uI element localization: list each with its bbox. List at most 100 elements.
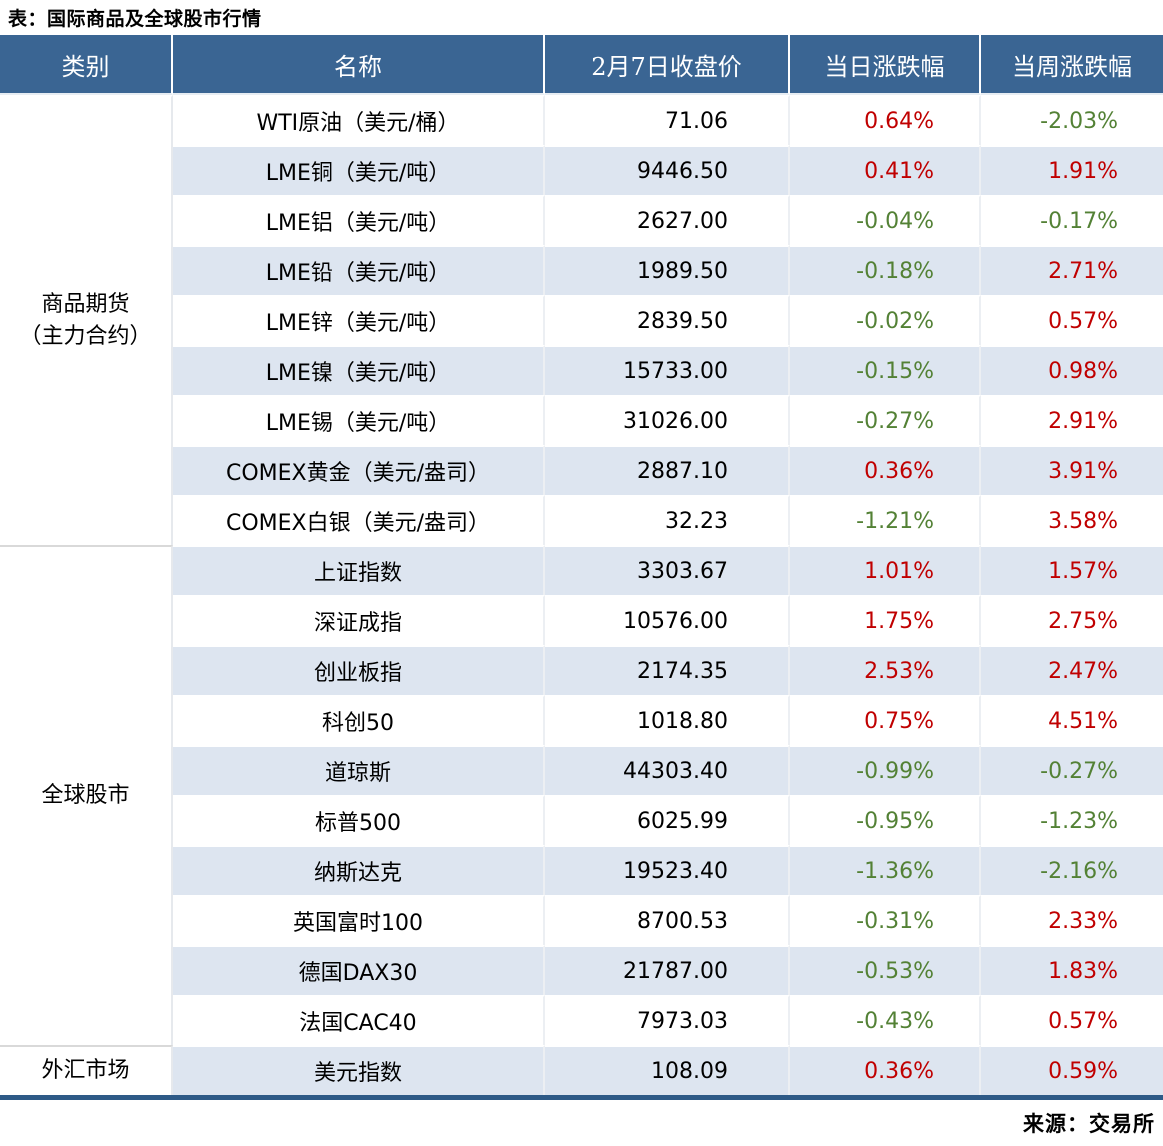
close-price-cell: 31026.00	[545, 395, 790, 445]
table-row: COMEX白银（美元/盎司） 32.23 -1.21% 3.58%	[0, 495, 1163, 545]
close-price-cell: 7973.03	[545, 995, 790, 1045]
name-cell: 上证指数	[173, 545, 545, 595]
close-price-cell: 2174.35	[545, 645, 790, 695]
table-row: LME铜（美元/吨） 9446.50 0.41% 1.91%	[0, 145, 1163, 195]
week-change-cell: 0.57%	[981, 295, 1163, 345]
table-row: 纳斯达克 19523.40 -1.36% -2.16%	[0, 845, 1163, 895]
name-cell: LME锌（美元/吨）	[173, 295, 545, 345]
close-price-cell: 9446.50	[545, 145, 790, 195]
week-change-cell: 2.71%	[981, 245, 1163, 295]
close-price-cell: 1018.80	[545, 695, 790, 745]
column-header-day-change: 当日涨跌幅	[790, 35, 981, 95]
week-change-cell: -0.17%	[981, 195, 1163, 245]
close-price-cell: 15733.00	[545, 345, 790, 395]
table-row: 商品期货 （主力合约） WTI原油（美元/桶） 71.06 0.64% -2.03%	[0, 95, 1163, 545]
week-change-cell: -2.16%	[981, 845, 1163, 895]
close-price-cell: 2839.50	[545, 295, 790, 345]
day-change-cell: 0.36%	[790, 1045, 981, 1095]
table-row: 法国CAC40 7973.03 -0.43% 0.57%	[0, 995, 1163, 1045]
name-cell: 德国DAX30	[173, 945, 545, 995]
close-price-cell: 8700.53	[545, 895, 790, 945]
table-header: 类别 名称 2月7日收盘价 当日涨跌幅 当周涨跌幅	[0, 35, 1163, 95]
day-change-cell: -0.99%	[790, 745, 981, 795]
table-row: COMEX黄金（美元/盎司） 2887.10 0.36% 3.91%	[0, 445, 1163, 495]
name-cell: COMEX黄金（美元/盎司）	[173, 445, 545, 495]
category-cell: 外汇市场	[0, 1045, 173, 1095]
table-row: 创业板指 2174.35 2.53% 2.47%	[0, 645, 1163, 695]
week-change-cell: 1.57%	[981, 545, 1163, 595]
table-row: 道琼斯 44303.40 -0.99% -0.27%	[0, 745, 1163, 795]
day-change-cell: -0.02%	[790, 295, 981, 345]
table-row: 全球股市 上证指数 3303.67 1.01% 1.57%	[0, 545, 1163, 1045]
close-price-cell: 2887.10	[545, 445, 790, 495]
day-change-cell: -0.27%	[790, 395, 981, 445]
table-row: 标普500 6025.99 -0.95% -1.23%	[0, 795, 1163, 845]
week-change-cell: 3.91%	[981, 445, 1163, 495]
table-row: LME铅（美元/吨） 1989.50 -0.18% 2.71%	[0, 245, 1163, 295]
close-price-cell: 3303.67	[545, 545, 790, 595]
week-change-cell: -1.23%	[981, 795, 1163, 845]
week-change-cell: 0.57%	[981, 995, 1163, 1045]
week-change-cell: 4.51%	[981, 695, 1163, 745]
day-change-cell: -0.15%	[790, 345, 981, 395]
table-row: LME锡（美元/吨） 31026.00 -0.27% 2.91%	[0, 395, 1163, 445]
column-header-category: 类别	[0, 35, 173, 95]
day-change-cell: -0.53%	[790, 945, 981, 995]
close-price-cell: 6025.99	[545, 795, 790, 845]
category-cell: 全球股市	[0, 545, 173, 1045]
name-cell: LME镍（美元/吨）	[173, 345, 545, 395]
close-price-cell: 21787.00	[545, 945, 790, 995]
close-price-cell: 108.09	[545, 1045, 790, 1095]
day-change-cell: 0.36%	[790, 445, 981, 495]
week-change-cell: 2.75%	[981, 595, 1163, 645]
table-row: LME铝（美元/吨） 2627.00 -0.04% -0.17%	[0, 195, 1163, 245]
table-row: 英国富时100 8700.53 -0.31% 2.33%	[0, 895, 1163, 945]
name-cell: 标普500	[173, 795, 545, 845]
name-cell: LME锡（美元/吨）	[173, 395, 545, 445]
close-price-cell: 1989.50	[545, 245, 790, 295]
column-header-close: 2月7日收盘价	[545, 35, 790, 95]
name-cell: LME铜（美元/吨）	[173, 145, 545, 195]
page-title: 表：国际商品及全球股市行情	[8, 8, 262, 30]
week-change-cell: 2.91%	[981, 395, 1163, 445]
header-row: 类别 名称 2月7日收盘价 当日涨跌幅 当周涨跌幅	[0, 35, 1163, 95]
close-price-cell: 44303.40	[545, 745, 790, 795]
day-change-cell: 2.53%	[790, 645, 981, 695]
day-change-cell: -0.04%	[790, 195, 981, 245]
day-change-cell: -1.36%	[790, 845, 981, 895]
day-change-cell: -0.31%	[790, 895, 981, 945]
week-change-cell: -2.03%	[981, 95, 1163, 145]
table-row: 科创50 1018.80 0.75% 4.51%	[0, 695, 1163, 745]
close-price-cell: 32.23	[545, 495, 790, 545]
table-row: 德国DAX30 21787.00 -0.53% 1.83%	[0, 945, 1163, 995]
name-cell: COMEX白银（美元/盎司）	[173, 495, 545, 545]
day-change-cell: 0.41%	[790, 145, 981, 195]
name-cell: 美元指数	[173, 1045, 545, 1095]
week-change-cell: 3.58%	[981, 495, 1163, 545]
day-change-cell: 0.75%	[790, 695, 981, 745]
day-change-cell: -0.18%	[790, 245, 981, 295]
name-cell: 法国CAC40	[173, 995, 545, 1045]
name-cell: 纳斯达克	[173, 845, 545, 895]
name-cell: 创业板指	[173, 645, 545, 695]
table-row: LME镍（美元/吨） 15733.00 -0.15% 0.98%	[0, 345, 1163, 395]
table-row: LME锌（美元/吨） 2839.50 -0.02% 0.57%	[0, 295, 1163, 345]
name-cell: 道琼斯	[173, 745, 545, 795]
day-change-cell: 0.64%	[790, 95, 981, 145]
name-cell: 英国富时100	[173, 895, 545, 945]
week-change-cell: 0.98%	[981, 345, 1163, 395]
week-change-cell: 1.91%	[981, 145, 1163, 195]
day-change-cell: -1.21%	[790, 495, 981, 545]
category-cell: 商品期货 （主力合约）	[0, 95, 173, 545]
day-change-cell: 1.75%	[790, 595, 981, 645]
week-change-cell: 2.47%	[981, 645, 1163, 695]
name-cell: LME铅（美元/吨）	[173, 245, 545, 295]
close-price-cell: 2627.00	[545, 195, 790, 245]
week-change-cell: 2.33%	[981, 895, 1163, 945]
table-body: 商品期货 （主力合约） WTI原油（美元/桶） 71.06 0.64% -2.03% LM…	[0, 95, 1163, 1095]
day-change-cell: 1.01%	[790, 545, 981, 595]
column-header-week-change: 当周涨跌幅	[981, 35, 1163, 95]
day-change-cell: -0.95%	[790, 795, 981, 845]
name-cell: 科创50	[173, 695, 545, 745]
